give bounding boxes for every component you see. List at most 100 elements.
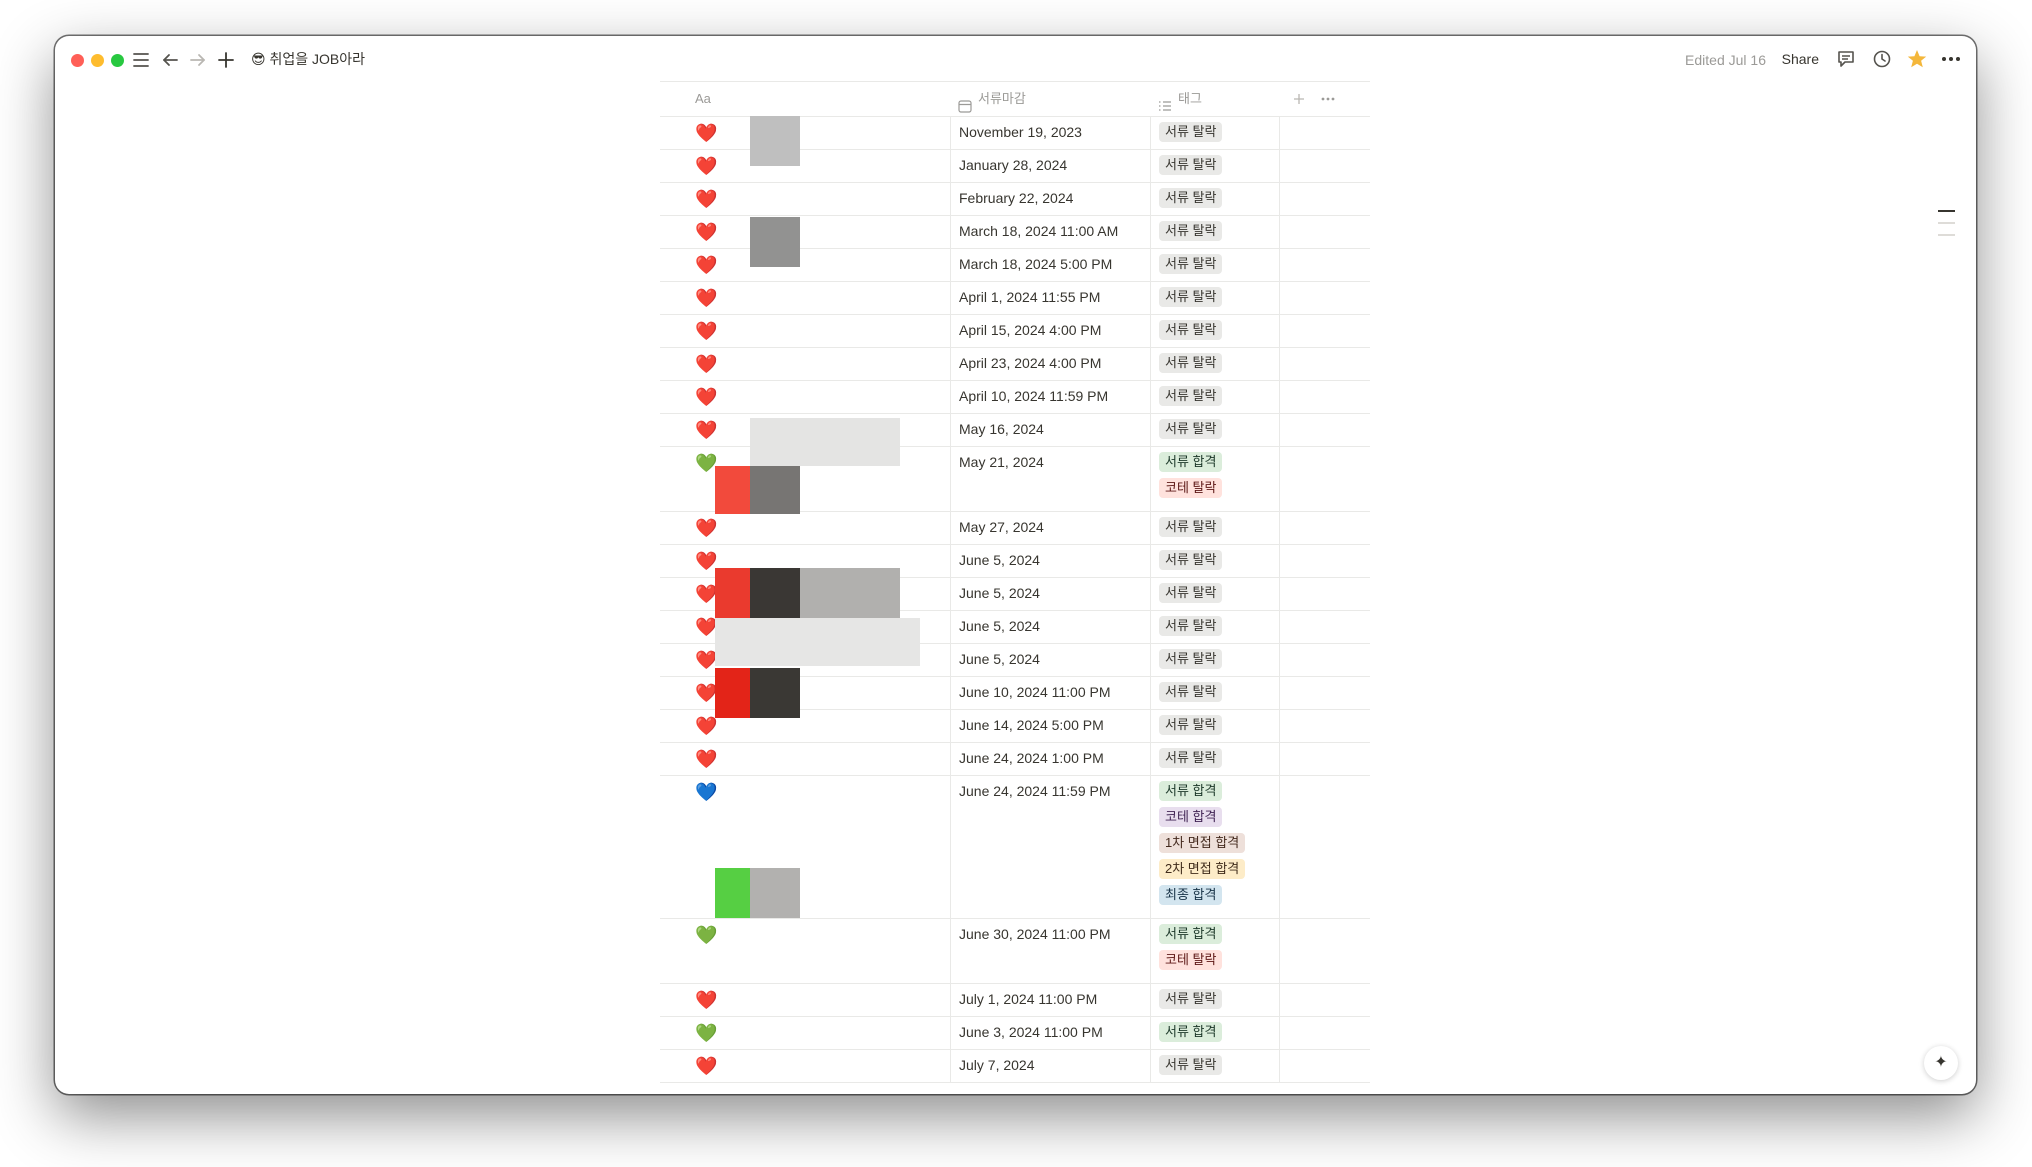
- page-outline[interactable]: [1938, 210, 1955, 246]
- cell-name[interactable]: ❤️: [660, 644, 950, 676]
- cell-name[interactable]: ❤️: [660, 381, 950, 413]
- column-header-tags[interactable]: 태그: [1150, 82, 1278, 116]
- table-row[interactable]: ❤️ July 7, 2024 서류 탈락: [660, 1050, 1370, 1083]
- table-row[interactable]: 💙 June 24, 2024 11:59 PM 서류 합격 코테 합격 1차 면접 합…: [660, 776, 1370, 919]
- cell-name[interactable]: ❤️: [660, 249, 950, 281]
- cell-deadline[interactable]: January 28, 2024: [950, 150, 1151, 182]
- cell-tags[interactable]: 서류 합격 코테 탈락: [1150, 919, 1280, 983]
- cell-name[interactable]: ❤️: [660, 348, 950, 380]
- table-row[interactable]: ❤️ January 28, 2024 서류 탈락: [660, 150, 1370, 183]
- cell-name[interactable]: ❤️: [660, 677, 950, 709]
- share-button[interactable]: Share: [1781, 51, 1819, 67]
- minimize-window-button[interactable]: [91, 54, 104, 67]
- clock-icon[interactable]: [1872, 48, 1892, 75]
- table-row[interactable]: ❤️ June 14, 2024 5:00 PM 서류 탈락: [660, 710, 1370, 743]
- menu-icon[interactable]: [132, 47, 150, 81]
- page-breadcrumb[interactable]: 😎 취업을 JOB아라: [251, 49, 365, 69]
- cell-deadline[interactable]: June 5, 2024: [950, 644, 1151, 676]
- cell-deadline[interactable]: June 24, 2024 1:00 PM: [950, 743, 1151, 775]
- table-row[interactable]: ❤️ May 16, 2024 서류 탈락: [660, 414, 1370, 447]
- cell-tags[interactable]: 서류 탈락: [1150, 677, 1280, 709]
- cell-name[interactable]: 💚: [660, 919, 950, 983]
- cell-tags[interactable]: 서류 탈락: [1150, 150, 1280, 182]
- cell-deadline[interactable]: July 1, 2024 11:00 PM: [950, 984, 1151, 1016]
- table-row[interactable]: ❤️ February 22, 2024 서류 탈락: [660, 183, 1370, 216]
- cell-tags[interactable]: 서류 탈락: [1150, 611, 1280, 643]
- cell-deadline[interactable]: June 5, 2024: [950, 545, 1151, 577]
- table-row[interactable]: ❤️ June 24, 2024 1:00 PM 서류 탈락: [660, 743, 1370, 776]
- table-row[interactable]: 💚 May 21, 2024 서류 합격 코테 탈락: [660, 447, 1370, 512]
- table-row[interactable]: ❤️ April 10, 2024 11:59 PM 서류 탈락: [660, 381, 1370, 414]
- cell-deadline[interactable]: June 24, 2024 11:59 PM: [950, 776, 1151, 918]
- column-header-name[interactable]: Aa: [695, 82, 711, 116]
- cell-name[interactable]: ❤️: [660, 150, 950, 182]
- cell-name[interactable]: ❤️: [660, 414, 950, 446]
- star-icon[interactable]: [1906, 48, 1928, 75]
- cell-deadline[interactable]: March 18, 2024 11:00 AM: [950, 216, 1151, 248]
- cell-tags[interactable]: 서류 탈락: [1150, 348, 1280, 380]
- table-row[interactable]: ❤️ June 5, 2024 서류 탈락: [660, 545, 1370, 578]
- more-icon[interactable]: [1940, 48, 1962, 75]
- cell-name[interactable]: ❤️: [660, 183, 950, 215]
- cell-name[interactable]: ❤️: [660, 984, 950, 1016]
- cell-deadline[interactable]: April 10, 2024 11:59 PM: [950, 381, 1151, 413]
- cell-deadline[interactable]: June 10, 2024 11:00 PM: [950, 677, 1151, 709]
- cell-tags[interactable]: 서류 합격 코테 탈락: [1150, 447, 1280, 511]
- outline-item[interactable]: [1938, 210, 1955, 212]
- cell-tags[interactable]: 서류 탈락: [1150, 282, 1280, 314]
- cell-deadline[interactable]: June 14, 2024 5:00 PM: [950, 710, 1151, 742]
- table-row[interactable]: ❤️ May 27, 2024 서류 탈락: [660, 512, 1370, 545]
- cell-tags[interactable]: 서류 탈락: [1150, 117, 1280, 149]
- cell-tags[interactable]: 서류 탈락: [1150, 315, 1280, 347]
- table-row[interactable]: ❤️ March 18, 2024 11:00 AM 서류 탈락: [660, 216, 1370, 249]
- cell-tags[interactable]: 서류 탈락: [1150, 249, 1280, 281]
- add-column-button[interactable]: [1292, 82, 1306, 116]
- outline-item[interactable]: [1938, 222, 1955, 224]
- cell-deadline[interactable]: November 19, 2023: [950, 117, 1151, 149]
- column-header-deadline[interactable]: 서류마감: [950, 82, 1150, 116]
- cell-tags[interactable]: 서류 탈락: [1150, 216, 1280, 248]
- cell-name[interactable]: ❤️: [660, 512, 950, 544]
- cell-deadline[interactable]: June 5, 2024: [950, 611, 1151, 643]
- cell-name[interactable]: ❤️: [660, 743, 950, 775]
- cell-tags[interactable]: 서류 탈락: [1150, 578, 1280, 610]
- cell-name[interactable]: ❤️: [660, 216, 950, 248]
- cell-deadline[interactable]: May 16, 2024: [950, 414, 1151, 446]
- cell-name[interactable]: 💙: [660, 776, 950, 918]
- cell-tags[interactable]: 서류 탈락: [1150, 984, 1280, 1016]
- cell-name[interactable]: ❤️: [660, 545, 950, 577]
- table-row[interactable]: ❤️ June 10, 2024 11:00 PM 서류 탈락: [660, 677, 1370, 710]
- cell-deadline[interactable]: June 3, 2024 11:00 PM: [950, 1017, 1151, 1049]
- cell-deadline[interactable]: June 30, 2024 11:00 PM: [950, 919, 1151, 983]
- cell-tags[interactable]: 서류 탈락: [1150, 545, 1280, 577]
- more-icon[interactable]: [1320, 82, 1336, 116]
- table-row[interactable]: ❤️ November 19, 2023 서류 탈락: [660, 117, 1370, 150]
- arrow-right-icon[interactable]: [189, 47, 207, 81]
- table-row[interactable]: 💚 June 30, 2024 11:00 PM 서류 합격 코테 탈락: [660, 919, 1370, 984]
- comment-icon[interactable]: [1836, 48, 1856, 75]
- cell-tags[interactable]: 서류 탈락: [1150, 512, 1280, 544]
- close-window-button[interactable]: [71, 54, 84, 67]
- maximize-window-button[interactable]: [111, 54, 124, 67]
- table-row[interactable]: ❤️ July 1, 2024 11:00 PM 서류 탈락: [660, 984, 1370, 1017]
- cell-tags[interactable]: 서류 탈락: [1150, 743, 1280, 775]
- table-row[interactable]: ❤️ June 5, 2024 서류 탈락: [660, 578, 1370, 611]
- cell-tags[interactable]: 서류 합격 코테 합격 1차 면접 합격 2차 면접 합격 최종 합격: [1150, 776, 1280, 918]
- cell-name[interactable]: ❤️: [660, 611, 950, 643]
- cell-name[interactable]: ❤️: [660, 117, 950, 149]
- cell-deadline[interactable]: June 5, 2024: [950, 578, 1151, 610]
- table-row[interactable]: 💚 June 3, 2024 11:00 PM 서류 합격: [660, 1017, 1370, 1050]
- cell-tags[interactable]: 서류 합격: [1150, 1017, 1280, 1049]
- outline-item[interactable]: [1938, 234, 1955, 236]
- cell-name[interactable]: 💚: [660, 447, 950, 511]
- arrow-left-icon[interactable]: [161, 47, 179, 81]
- table-row[interactable]: ❤️ June 5, 2024 서류 탈락: [660, 644, 1370, 677]
- cell-deadline[interactable]: May 21, 2024: [950, 447, 1151, 511]
- table-row[interactable]: ❤️ April 23, 2024 4:00 PM 서류 탈락: [660, 348, 1370, 381]
- table-row[interactable]: ❤️ March 18, 2024 5:00 PM 서류 탈락: [660, 249, 1370, 282]
- cell-name[interactable]: ❤️: [660, 578, 950, 610]
- cell-tags[interactable]: 서류 탈락: [1150, 1050, 1280, 1082]
- cell-deadline[interactable]: April 23, 2024 4:00 PM: [950, 348, 1151, 380]
- cell-deadline[interactable]: July 7, 2024: [950, 1050, 1151, 1082]
- cell-deadline[interactable]: March 18, 2024 5:00 PM: [950, 249, 1151, 281]
